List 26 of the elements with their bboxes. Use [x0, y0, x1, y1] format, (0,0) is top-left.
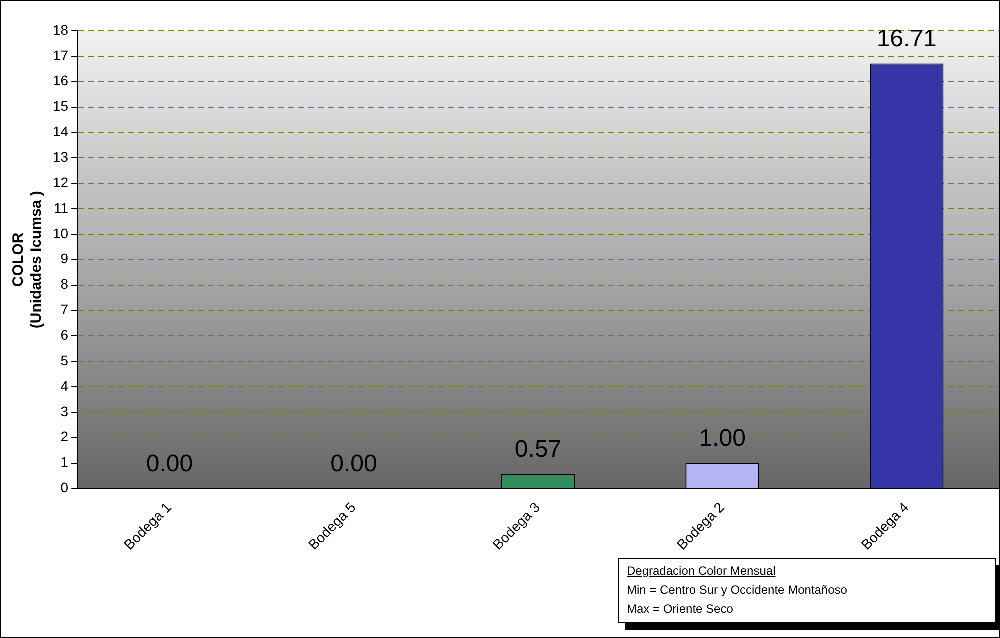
y-tick-label: 0 — [60, 480, 69, 496]
data-label: 0.00 — [330, 450, 378, 478]
y-tick-label: 13 — [52, 149, 69, 166]
y-tick-label: 7 — [60, 302, 69, 318]
y-tick-label: 11 — [54, 200, 69, 216]
y-tick-label: 1 — [60, 454, 69, 470]
data-label: 16.71 — [876, 25, 937, 52]
y-tick-label: 14 — [52, 124, 69, 140]
text: Min = Centro Sur y Occidente Montañoso — [627, 582, 848, 599]
text: Max = Oriente Seco — [627, 601, 734, 618]
y-tick-label: 8 — [60, 276, 69, 292]
data-label: 0.57 — [514, 436, 562, 463]
y-tick-label: 17 — [52, 47, 69, 64]
y-tick-label: 6 — [60, 327, 69, 344]
y-tick-label: 3 — [60, 403, 69, 420]
y-tick-label: 18 — [52, 22, 69, 38]
y-axis-title: COLOR (Unidades Icumsa ) — [10, 191, 46, 329]
y-tick-label: 15 — [52, 98, 69, 114]
y-tick-label: 2 — [60, 428, 69, 445]
text: Degradacion Color Mensual — [627, 563, 777, 580]
y-tick-label: 12 — [52, 174, 69, 190]
y-tick-label: 4 — [60, 378, 69, 394]
y-tick-label: 10 — [52, 225, 69, 242]
y-tick-label: 16 — [52, 72, 69, 89]
y-tick-label: 5 — [60, 352, 69, 368]
y-tick-label: 9 — [60, 250, 69, 267]
